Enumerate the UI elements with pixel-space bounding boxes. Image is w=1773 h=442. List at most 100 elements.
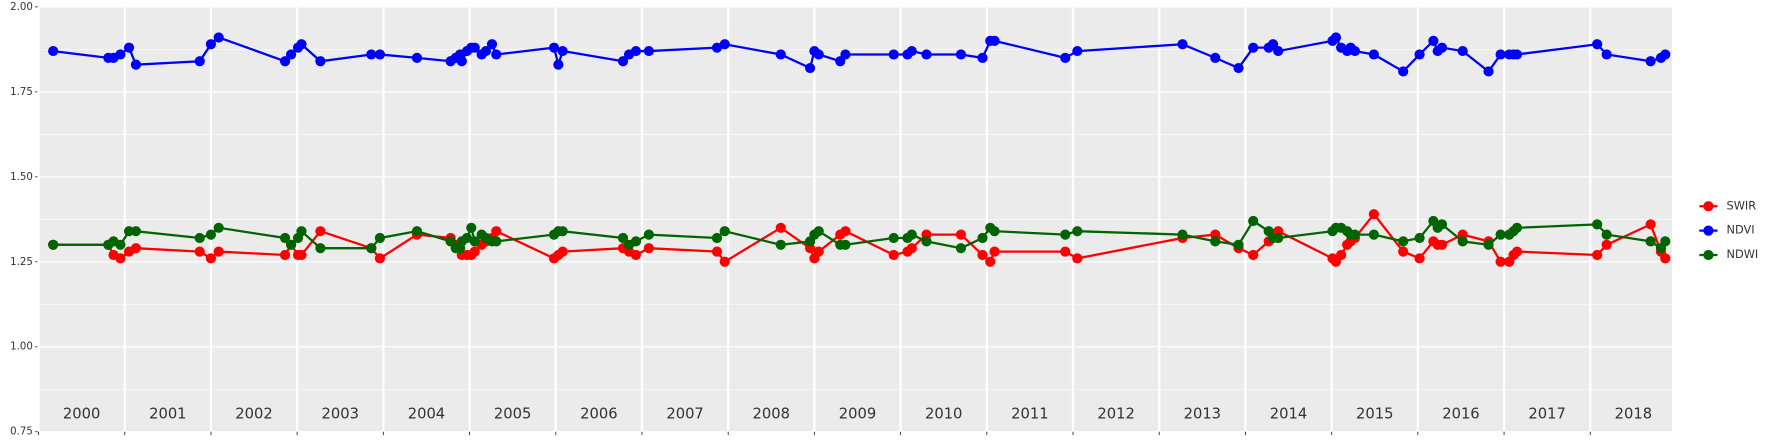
- data-point: [1592, 39, 1603, 50]
- data-point: [374, 232, 386, 244]
- data-point: [813, 49, 824, 60]
- data-point: [977, 249, 988, 261]
- data-point: [1072, 253, 1083, 264]
- data-point: [1273, 45, 1284, 57]
- data-point: [486, 39, 498, 50]
- data-point: [1436, 219, 1448, 230]
- data-point: [1060, 52, 1071, 63]
- legend-key-point: [1703, 249, 1714, 261]
- data-point: [213, 222, 224, 233]
- data-point: [461, 232, 473, 244]
- x-tick-label: 2000: [63, 406, 100, 423]
- data-point: [557, 226, 568, 237]
- legend-key-point: [1703, 201, 1714, 212]
- data-point: [1414, 49, 1425, 60]
- data-point: [1248, 249, 1259, 261]
- data-point: [1601, 239, 1612, 250]
- data-point: [921, 236, 932, 247]
- legend: SWIR NDVI NDWI: [1699, 198, 1758, 261]
- data-point: [1072, 45, 1083, 57]
- data-point: [719, 256, 730, 267]
- data-point: [888, 49, 899, 60]
- y-tick-label: 1.75: [10, 87, 33, 98]
- data-point: [469, 246, 480, 257]
- data-point: [194, 56, 205, 67]
- x-tick-label: 2011: [1011, 406, 1048, 423]
- data-point: [1428, 35, 1439, 46]
- data-point: [130, 226, 142, 237]
- data-point: [1601, 229, 1612, 240]
- data-point: [557, 246, 568, 257]
- data-point: [775, 239, 786, 250]
- data-point: [840, 49, 851, 60]
- data-point: [1060, 229, 1071, 240]
- data-point: [617, 232, 629, 244]
- data-point: [213, 246, 224, 257]
- data-point: [1414, 232, 1425, 244]
- data-point: [630, 236, 642, 247]
- data-point: [888, 249, 899, 261]
- data-point: [279, 56, 291, 67]
- data-point: [906, 45, 917, 57]
- x-tick-label: 2002: [235, 406, 272, 423]
- data-point: [1495, 49, 1506, 60]
- data-point: [315, 243, 326, 254]
- data-point: [906, 243, 917, 254]
- data-point: [977, 232, 988, 244]
- data-point: [286, 239, 297, 250]
- data-point: [955, 49, 967, 60]
- data-point: [1398, 236, 1409, 247]
- data-point: [1368, 229, 1379, 240]
- data-point: [1601, 49, 1612, 60]
- data-point: [1660, 236, 1671, 247]
- data-point: [205, 253, 217, 264]
- data-point: [840, 239, 851, 250]
- data-point: [813, 226, 824, 237]
- data-point: [1436, 239, 1448, 250]
- data-point: [1511, 222, 1523, 233]
- data-point: [296, 226, 307, 237]
- data-point: [115, 239, 126, 250]
- data-point: [115, 253, 126, 264]
- data-point: [296, 249, 307, 261]
- x-tick-label: 2006: [580, 406, 617, 423]
- data-point: [1368, 49, 1379, 60]
- data-point: [1072, 226, 1083, 237]
- x-tick-label: 2018: [1615, 406, 1652, 423]
- data-point: [1349, 229, 1361, 240]
- data-point: [1177, 229, 1188, 240]
- data-point: [315, 226, 326, 237]
- data-point: [557, 45, 568, 57]
- data-point: [643, 243, 654, 254]
- data-point: [213, 32, 224, 43]
- data-point: [985, 256, 996, 267]
- data-point: [205, 39, 217, 50]
- legend-label: SWIR: [1727, 198, 1757, 212]
- x-tick-label: 2014: [1270, 406, 1307, 423]
- data-point: [719, 39, 730, 50]
- y-tick-label: 1.50: [10, 172, 33, 183]
- x-tick-label: 2016: [1442, 406, 1479, 423]
- x-tick-label: 2015: [1356, 406, 1393, 423]
- data-point: [989, 226, 1000, 237]
- data-point: [813, 246, 824, 257]
- data-point: [711, 232, 723, 244]
- data-point: [1177, 39, 1188, 50]
- data-point: [955, 243, 967, 254]
- data-point: [840, 226, 851, 237]
- data-point: [366, 243, 377, 254]
- data-point: [286, 49, 297, 60]
- data-point: [469, 42, 480, 53]
- x-tick-label: 2012: [1097, 406, 1134, 423]
- data-point: [315, 56, 326, 67]
- data-point: [1511, 49, 1523, 60]
- data-point: [1457, 236, 1468, 247]
- y-tick-label: 1.00: [10, 342, 33, 353]
- data-point: [48, 239, 59, 250]
- data-point: [1660, 253, 1671, 264]
- data-point: [553, 59, 564, 70]
- data-point: [48, 45, 59, 57]
- data-point: [1457, 45, 1468, 57]
- data-point: [491, 226, 502, 237]
- data-point: [711, 42, 723, 53]
